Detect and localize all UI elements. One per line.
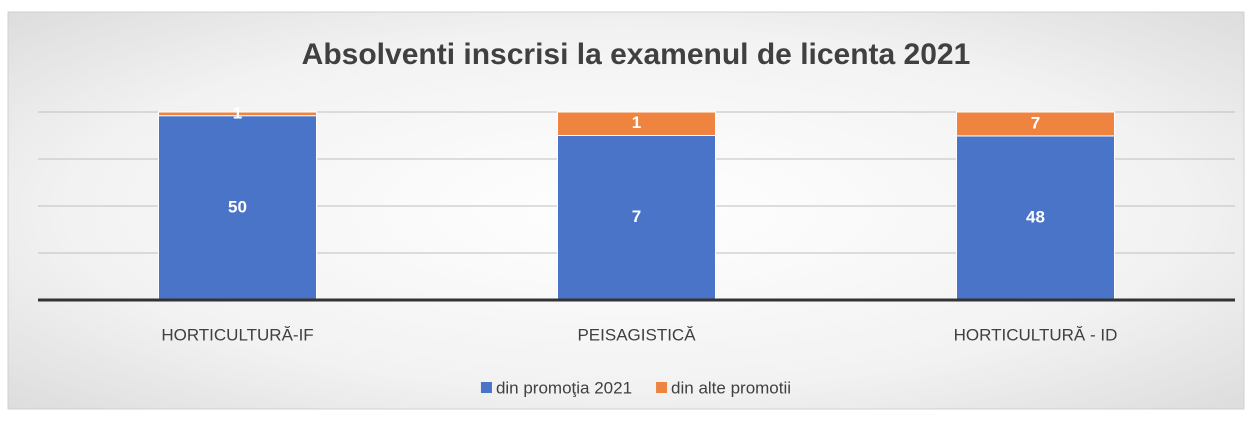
data-label: 48 <box>1026 207 1045 226</box>
data-label: 1 <box>632 113 641 132</box>
bar-segment <box>557 111 716 136</box>
legend-swatch <box>656 382 668 393</box>
x-tick-label: PEISAGISTICĂ <box>577 325 696 344</box>
bar-segment <box>956 111 1115 137</box>
x-tick-label: HORTICULTURĂ - ID <box>954 325 1118 344</box>
x-tick-label: HORTICULTURĂ-IF <box>161 325 313 344</box>
data-label: 7 <box>1031 113 1040 132</box>
data-label: 50 <box>228 197 247 216</box>
data-label: 7 <box>632 207 641 226</box>
chart-title: Absolventi inscrisi la examenul de licen… <box>302 38 971 71</box>
bar-segment <box>158 115 317 301</box>
bar-segment <box>557 135 716 301</box>
legend-swatch <box>480 382 492 393</box>
legend-label: din promoţia 2021 <box>496 378 632 397</box>
legend-label: din alte promotii <box>671 378 791 397</box>
bar-segment <box>158 111 317 117</box>
bar-segment <box>956 135 1115 301</box>
data-label: 1 <box>233 103 242 122</box>
